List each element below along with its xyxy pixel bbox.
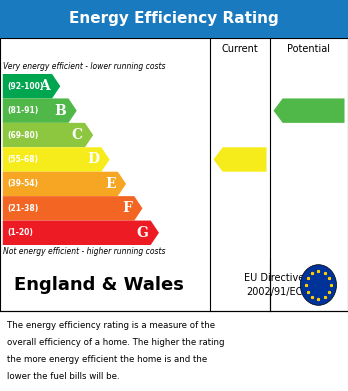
Text: (1-20): (1-20)	[7, 228, 33, 237]
Text: 2002/91/EC: 2002/91/EC	[246, 287, 302, 297]
Bar	[0, 0, 348, 38]
Polygon shape	[3, 147, 110, 172]
Text: (55-68): (55-68)	[7, 155, 38, 164]
Text: F: F	[122, 201, 132, 215]
Polygon shape	[213, 147, 267, 172]
Text: (69-80): (69-80)	[7, 131, 38, 140]
Polygon shape	[3, 221, 159, 245]
Bar	[0, 38, 348, 311]
Text: (39-54): (39-54)	[7, 179, 38, 188]
Text: A: A	[39, 79, 50, 93]
Text: Not energy efficient - higher running costs: Not energy efficient - higher running co…	[3, 248, 166, 256]
Text: (21-38): (21-38)	[7, 204, 38, 213]
Polygon shape	[3, 172, 126, 196]
Text: 66: 66	[234, 153, 251, 166]
Text: England & Wales: England & Wales	[14, 276, 184, 294]
Text: Current: Current	[222, 44, 258, 54]
Text: (92-100): (92-100)	[7, 82, 44, 91]
Text: overall efficiency of a home. The higher the rating: overall efficiency of a home. The higher…	[7, 338, 224, 347]
Polygon shape	[3, 196, 143, 221]
Text: 84: 84	[303, 104, 320, 117]
Polygon shape	[3, 123, 93, 147]
Polygon shape	[274, 99, 345, 123]
Polygon shape	[3, 99, 77, 123]
Text: Energy Efficiency Rating: Energy Efficiency Rating	[69, 11, 279, 27]
Text: D: D	[87, 152, 99, 167]
Text: Very energy efficient - lower running costs: Very energy efficient - lower running co…	[3, 63, 166, 72]
Text: E: E	[105, 177, 116, 191]
Text: EU Directive: EU Directive	[244, 273, 304, 283]
Text: G: G	[137, 226, 149, 240]
Text: (81-91): (81-91)	[7, 106, 38, 115]
Text: C: C	[72, 128, 83, 142]
Polygon shape	[3, 74, 60, 99]
Text: B: B	[55, 104, 66, 118]
Text: lower the fuel bills will be.: lower the fuel bills will be.	[7, 372, 120, 381]
Circle shape	[300, 265, 337, 305]
Text: The energy efficiency rating is a measure of the: The energy efficiency rating is a measur…	[7, 321, 215, 330]
Text: Potential: Potential	[287, 44, 331, 54]
Text: the more energy efficient the home is and the: the more energy efficient the home is an…	[7, 355, 207, 364]
